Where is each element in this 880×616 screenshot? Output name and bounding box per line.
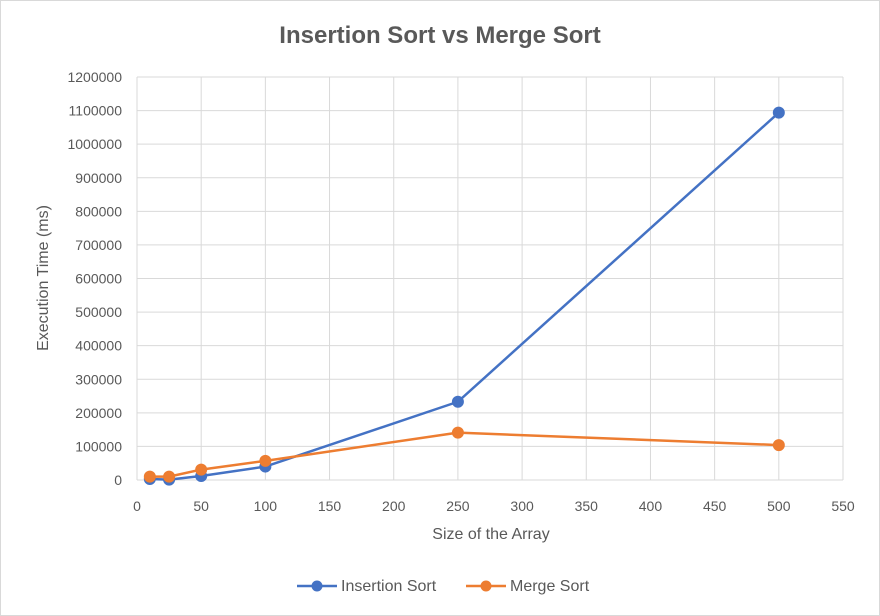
series-1 bbox=[143, 106, 785, 486]
legend-item-2: Merge Sort bbox=[466, 578, 590, 595]
x-axis-title: Size of the Array bbox=[432, 526, 549, 543]
data-point bbox=[163, 470, 176, 483]
legend-swatch-marker bbox=[311, 580, 323, 592]
series-layer bbox=[143, 106, 785, 486]
x-tick-label: 400 bbox=[639, 498, 663, 514]
y-tick-label: 1200000 bbox=[67, 69, 122, 85]
y-tick-label: 900000 bbox=[75, 170, 122, 186]
x-tick-label: 250 bbox=[446, 498, 470, 514]
tick-labels: 0 50 100 150 200 250 300 350 400 450 500 550 0 100000… bbox=[67, 69, 854, 514]
y-tick-label: 700000 bbox=[75, 237, 122, 253]
x-tick-label: 300 bbox=[510, 498, 534, 514]
x-tick-label: 0 bbox=[133, 498, 141, 514]
data-point bbox=[772, 439, 785, 452]
y-tick-label: 800000 bbox=[75, 203, 122, 219]
x-tick-label: 150 bbox=[318, 498, 342, 514]
data-point bbox=[451, 395, 464, 408]
series-2 bbox=[143, 426, 785, 483]
y-tick-label: 200000 bbox=[75, 405, 122, 421]
data-point bbox=[772, 106, 785, 119]
legend-label: Insertion Sort bbox=[341, 578, 437, 595]
y-tick-label: 500000 bbox=[75, 304, 122, 320]
series-line bbox=[149, 111, 780, 481]
data-point bbox=[195, 463, 208, 476]
legend: Insertion Sort Merge Sort bbox=[297, 578, 590, 595]
y-tick-label: 400000 bbox=[75, 338, 122, 354]
gridlines bbox=[136, 76, 844, 481]
y-tick-label: 300000 bbox=[75, 371, 122, 387]
data-point bbox=[259, 454, 272, 467]
y-tick-label: 0 bbox=[114, 472, 122, 488]
data-point bbox=[451, 426, 464, 439]
legend-label: Merge Sort bbox=[510, 578, 590, 595]
chart-title: Insertion Sort vs Merge Sort bbox=[279, 22, 600, 49]
x-tick-label: 50 bbox=[193, 498, 209, 514]
x-tick-label: 350 bbox=[575, 498, 599, 514]
y-axis-title: Execution Time (ms) bbox=[35, 205, 52, 351]
y-tick-label: 1000000 bbox=[67, 136, 122, 152]
x-tick-label: 450 bbox=[703, 498, 727, 514]
legend-swatch-marker bbox=[480, 580, 492, 592]
y-tick-label: 100000 bbox=[75, 438, 122, 454]
y-tick-label: 1100000 bbox=[69, 103, 123, 119]
legend-item-1: Insertion Sort bbox=[297, 578, 437, 595]
x-tick-label: 550 bbox=[831, 498, 855, 514]
data-point bbox=[143, 470, 156, 483]
y-tick-label: 600000 bbox=[75, 271, 122, 287]
x-tick-label: 500 bbox=[767, 498, 791, 514]
x-tick-label: 200 bbox=[382, 498, 406, 514]
x-tick-label: 100 bbox=[254, 498, 278, 514]
